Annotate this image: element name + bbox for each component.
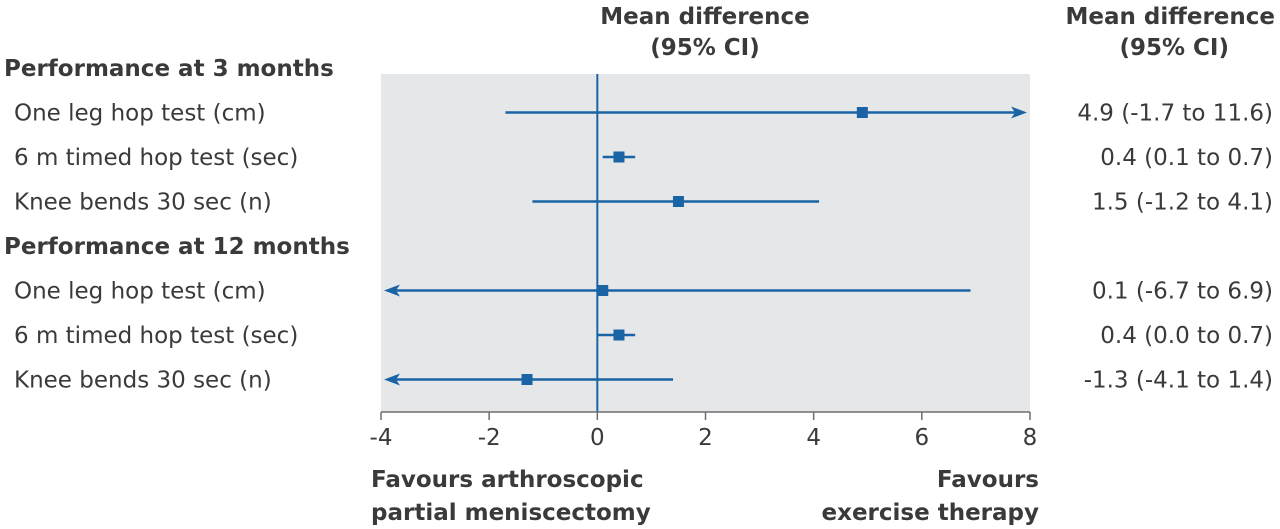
plot-marks [384,74,1027,412]
row-estimate: 4.9 (-1.7 to 11.6) [1077,101,1273,127]
x-tick-label: 8 [1023,425,1038,451]
favours-right-line2: exercise therapy [822,500,1039,526]
x-tick-label: -2 [478,425,501,451]
x-tick-label: 6 [915,425,930,451]
row-label: 6 m timed hop test (sec) [14,145,298,171]
group-label: Performance at 12 months [4,234,350,260]
plot-panel [381,74,1030,412]
row-label: Knee bends 30 sec (n) [14,368,272,394]
estimate-column: 4.9 (-1.7 to 11.6) 0.4 (0.1 to 0.7) 1.5 (-… [1077,101,1273,394]
estimate-header-line2: (95% CI) [1119,35,1229,61]
point-estimate [672,196,684,207]
row-labels: Performance at 3 months One leg hop test … [4,56,350,394]
estimate-header-line1: Mean difference [1065,4,1275,30]
point-estimate [613,329,625,341]
plot-header-line1: Mean difference [600,4,810,30]
point-estimate [856,107,868,118]
group-label: Performance at 3 months [4,56,334,82]
point-estimate [597,285,609,296]
point-estimate [521,374,533,385]
favours-left-line2: partial meniscectomy [371,500,651,526]
x-tick-label: -4 [370,425,393,451]
row-estimate: 0.4 (0.0 to 0.7) [1100,323,1273,349]
plot-header-line2: (95% CI) [650,35,760,61]
ci-arrow-left [384,284,400,297]
x-tick-label: 0 [590,425,605,451]
row-estimate: 0.1 (-6.7 to 6.9) [1092,279,1273,305]
row-label: Knee bends 30 sec (n) [14,190,272,216]
row-label: One leg hop test (cm) [14,101,266,127]
ci-arrow-left [384,373,400,386]
row-estimate: -1.3 (-4.1 to 1.4) [1084,368,1273,394]
x-axis: -4 -2 0 2 4 6 8 [370,411,1038,451]
x-tick-label: 4 [806,425,821,451]
favours-right-line1: Favours [937,467,1039,493]
row-estimate: 1.5 (-1.2 to 4.1) [1092,190,1273,216]
row-label: 6 m timed hop test (sec) [14,323,298,349]
ci-arrow-right [1011,106,1027,119]
row-label: One leg hop test (cm) [14,279,266,305]
point-estimate [613,151,625,163]
favours-left-line1: Favours arthroscopic [371,467,644,493]
row-estimate: 0.4 (0.1 to 0.7) [1100,145,1273,171]
x-tick-label: 2 [698,425,713,451]
